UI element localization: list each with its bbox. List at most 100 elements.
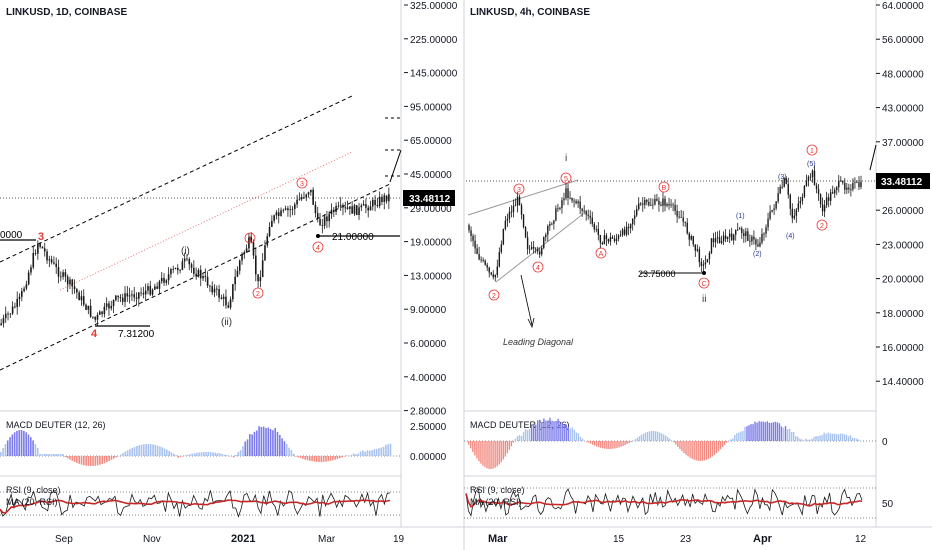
macd-bar bbox=[302, 456, 304, 459]
macd-bar bbox=[43, 454, 46, 456]
candle bbox=[474, 234, 476, 254]
macd-bar bbox=[352, 453, 355, 456]
macd-bar bbox=[569, 428, 571, 441]
macd-bar bbox=[80, 456, 83, 465]
candle bbox=[850, 184, 852, 197]
svg-text:3: 3 bbox=[300, 181, 304, 188]
candle bbox=[206, 271, 209, 288]
candle bbox=[601, 241, 604, 246]
macd-bar bbox=[801, 439, 803, 441]
macd-bar bbox=[318, 456, 320, 462]
macd-bar bbox=[172, 453, 175, 456]
macd-bar bbox=[575, 432, 578, 441]
macd-bar bbox=[490, 441, 492, 469]
candle bbox=[62, 269, 64, 280]
candle bbox=[305, 193, 308, 202]
candle bbox=[642, 197, 644, 212]
macd-bar bbox=[817, 436, 819, 441]
candle bbox=[811, 169, 814, 183]
svg-text:5: 5 bbox=[564, 176, 568, 183]
macd-bar bbox=[133, 446, 136, 456]
macd-bar bbox=[32, 440, 34, 456]
macd-bar bbox=[616, 441, 618, 448]
macd-bar bbox=[646, 431, 649, 441]
macd-bar bbox=[156, 445, 159, 456]
macd-bar bbox=[163, 448, 166, 456]
macd-bar bbox=[482, 441, 484, 466]
macd-bar bbox=[168, 450, 170, 456]
macd-bar bbox=[129, 449, 131, 456]
candle bbox=[23, 286, 25, 293]
macd-bar bbox=[725, 441, 728, 443]
subwave-4-label: (4) bbox=[786, 233, 795, 240]
candle bbox=[815, 182, 818, 194]
macd-bar bbox=[205, 452, 207, 456]
right-macd-tick: 0 bbox=[882, 437, 888, 448]
candle bbox=[722, 231, 725, 245]
candle bbox=[55, 257, 58, 274]
macd-bar bbox=[658, 432, 661, 441]
macd-bar bbox=[177, 456, 180, 458]
left-macd-tick: 0.00000 bbox=[410, 452, 447, 463]
price-tick-label: 95.00000 bbox=[410, 102, 452, 113]
wave-circle-b: B bbox=[658, 181, 670, 193]
macd-bar bbox=[480, 441, 482, 464]
candle bbox=[737, 222, 739, 231]
macd-bar bbox=[92, 456, 94, 466]
svg-text:3: 3 bbox=[517, 187, 521, 194]
candle bbox=[383, 192, 386, 210]
candle bbox=[339, 197, 342, 211]
macd-bar bbox=[514, 438, 517, 441]
leading-diagonal-annotation: Leading Diagonal bbox=[503, 337, 574, 347]
candle bbox=[732, 233, 735, 245]
candle bbox=[121, 293, 124, 306]
price-tick-label: 9.00000 bbox=[410, 305, 447, 316]
candle bbox=[803, 185, 806, 199]
right-last-price-tag: 33.48112 bbox=[876, 173, 930, 189]
candle bbox=[351, 201, 353, 214]
macd-bar bbox=[11, 434, 14, 456]
candle bbox=[605, 233, 608, 247]
candle bbox=[763, 232, 765, 241]
macd-bar bbox=[805, 438, 807, 441]
candle bbox=[115, 295, 117, 302]
macd-bar bbox=[835, 434, 838, 441]
macd-bar bbox=[18, 430, 21, 456]
macd-bar bbox=[602, 441, 604, 449]
right-time-tick: Mar bbox=[488, 533, 508, 545]
candle bbox=[66, 274, 69, 292]
candle bbox=[621, 227, 624, 237]
candle bbox=[332, 207, 335, 218]
candle bbox=[69, 276, 71, 290]
macd-bar bbox=[799, 438, 801, 441]
macd-bar bbox=[267, 427, 270, 456]
candle bbox=[80, 290, 83, 306]
candle bbox=[287, 205, 289, 217]
candle bbox=[482, 257, 484, 263]
macd-bar bbox=[322, 456, 325, 462]
macd-bar bbox=[366, 450, 369, 456]
candle bbox=[188, 257, 191, 271]
macd-bar bbox=[510, 441, 513, 447]
left-time-tick: 19 bbox=[393, 534, 405, 545]
candle bbox=[520, 203, 523, 220]
candle bbox=[312, 187, 314, 206]
macd-bar bbox=[311, 456, 313, 462]
macd-bar bbox=[498, 441, 500, 465]
candle bbox=[823, 199, 826, 218]
macd-bar bbox=[829, 433, 831, 441]
candle bbox=[684, 221, 686, 227]
wave-i-label: i bbox=[565, 153, 567, 164]
price-tick-label: 37.00000 bbox=[882, 138, 924, 149]
macd-bar bbox=[636, 437, 639, 441]
candle bbox=[355, 205, 358, 216]
macd-bar bbox=[119, 454, 122, 456]
macd-bar bbox=[496, 441, 498, 467]
candle bbox=[583, 204, 585, 215]
candle bbox=[296, 194, 298, 208]
candle bbox=[101, 310, 103, 318]
macd-bar bbox=[703, 441, 706, 461]
candle bbox=[34, 249, 37, 256]
candle bbox=[730, 227, 733, 241]
